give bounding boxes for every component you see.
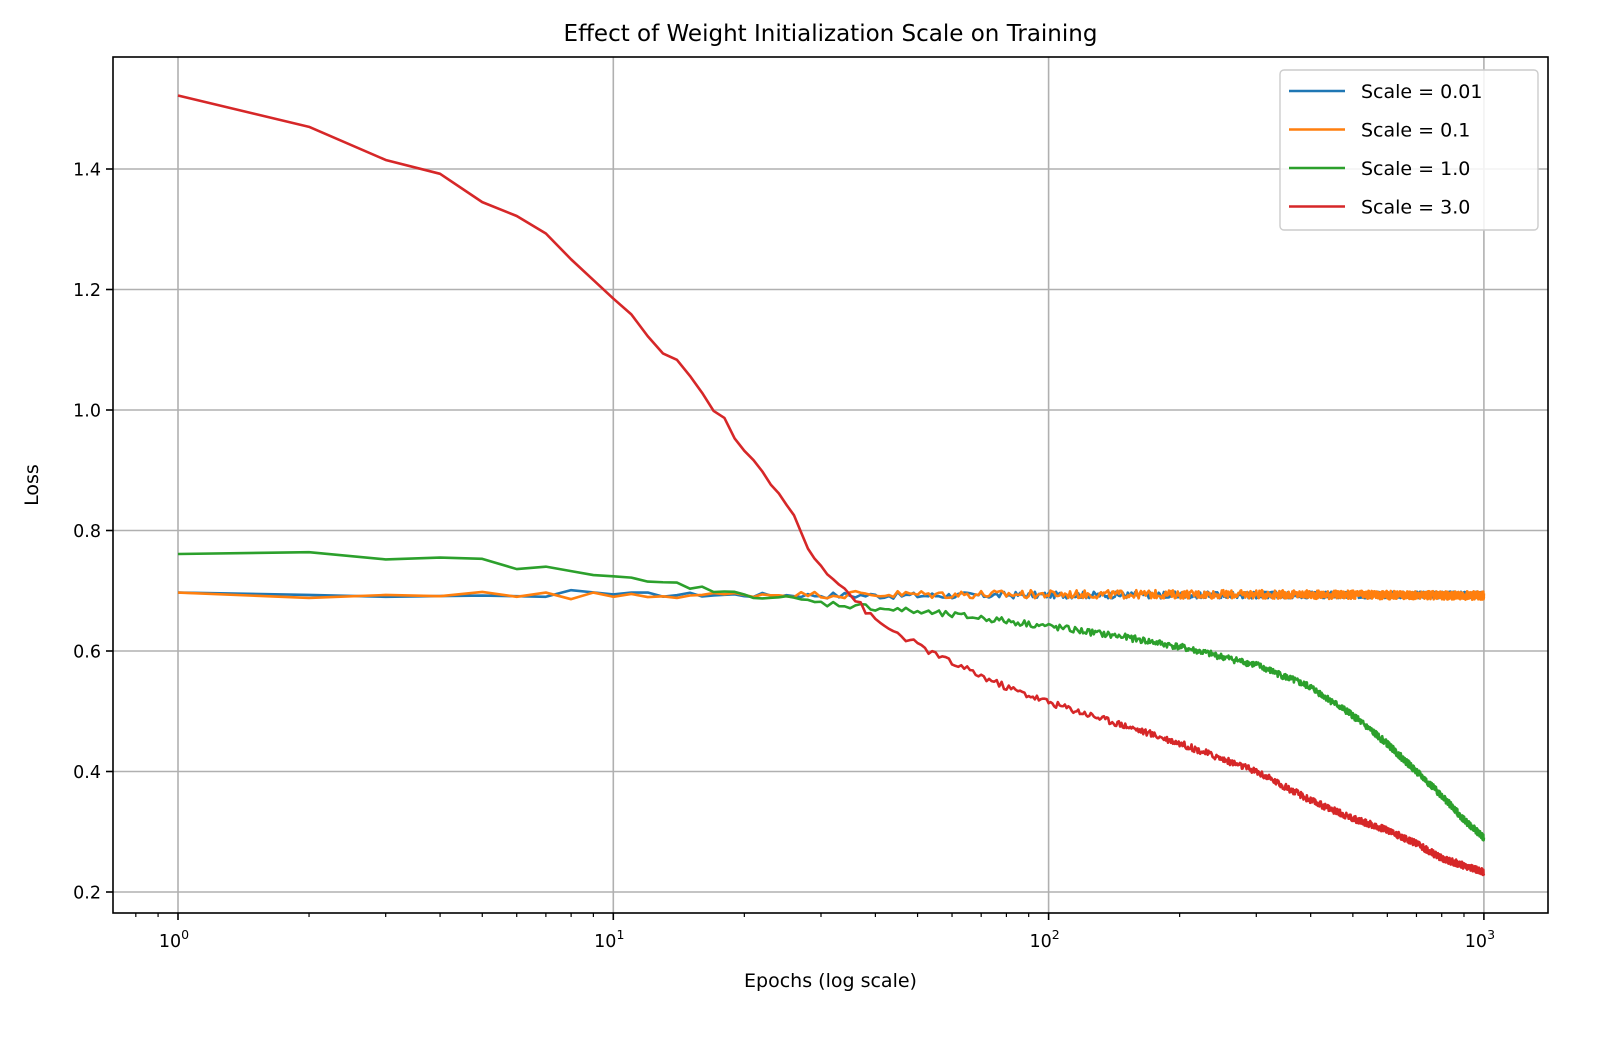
series-line-3 <box>177 94 1486 877</box>
legend-label-2: Scale = 1.0 <box>1361 158 1470 180</box>
chart-title: Effect of Weight Initialization Scale on… <box>564 21 1098 47</box>
x-axis-title: Epochs (log scale) <box>744 970 917 992</box>
y-tick-label: 0.8 <box>73 522 101 542</box>
series-line-2 <box>177 550 1486 842</box>
legend-label-3: Scale = 3.0 <box>1361 197 1470 219</box>
series-line-1 <box>177 588 1486 601</box>
legend: Scale = 0.01 Scale = 0.1 Scale = 1.0 Scale … <box>1279 69 1539 231</box>
y-axis-title: Loss <box>21 464 43 506</box>
y-tick-label: 1.4 <box>73 161 101 181</box>
legend-label-1: Scale = 0.1 <box>1361 120 1470 142</box>
y-tick-label: 0.2 <box>73 884 101 904</box>
x-tick-label: 102 <box>1029 927 1059 952</box>
x-tick-label: 101 <box>594 927 624 952</box>
y-tick-label: 1.0 <box>73 402 101 422</box>
x-tick-label: 100 <box>159 927 189 952</box>
legend-label-0: Scale = 0.01 <box>1361 81 1482 103</box>
axis-ticks: 0.2 0.4 0.6 0.8 1.0 1.2 1.4 100 101 102 103 <box>73 161 1495 953</box>
plot-frame <box>112 56 1549 914</box>
legend-box <box>1279 69 1539 231</box>
y-tick-label: 0.6 <box>73 643 101 663</box>
y-tick-label: 1.2 <box>73 281 101 301</box>
y-tick-label: 0.4 <box>73 763 101 783</box>
grid <box>113 57 1548 913</box>
series-lines <box>177 94 1486 877</box>
x-tick-label: 103 <box>1465 927 1495 952</box>
